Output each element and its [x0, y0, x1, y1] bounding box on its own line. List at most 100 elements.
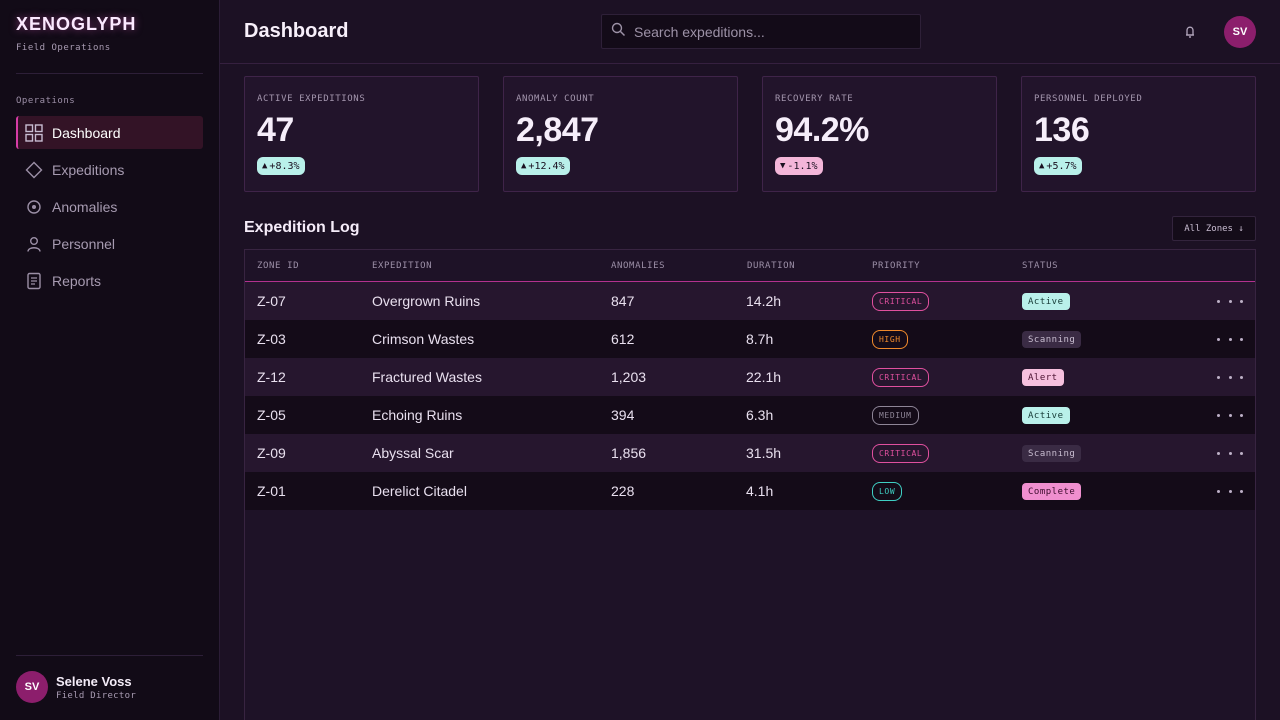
- grid-icon: [24, 123, 44, 143]
- anomalies-cell: 394: [611, 407, 635, 423]
- more-options-icon[interactable]: [1215, 366, 1245, 388]
- zone-id-cell: Z-12: [257, 369, 286, 385]
- document-icon: [24, 271, 44, 291]
- duration-cell: 4.1h: [746, 483, 774, 499]
- zone-id-cell: Z-01: [257, 483, 286, 499]
- sidebar-item-label: Reports: [52, 272, 102, 289]
- priority-badge: LOW: [872, 482, 903, 501]
- user-role: Field Director: [56, 690, 137, 701]
- sidebar-item-anomalies[interactable]: Anomalies: [16, 190, 203, 223]
- kpi-delta: +12.4%: [528, 160, 565, 172]
- status-badge: Active: [1022, 293, 1070, 310]
- status-badge: Scanning: [1022, 331, 1082, 348]
- priority-badge: HIGH: [872, 330, 908, 349]
- person-icon: [24, 234, 44, 254]
- table-row[interactable]: Z-07 Overgrown Ruins 847 14.2h CRITICAL Activ…: [245, 282, 1255, 320]
- brand-subtitle: Field Operations: [16, 43, 111, 53]
- sidebar-item-label: Expeditions: [52, 161, 125, 178]
- kpi-value: 2,847: [516, 111, 599, 149]
- kpi-value: 47: [257, 111, 294, 149]
- diamond-icon: [24, 160, 44, 180]
- column-header-expedition[interactable]: EXPEDITION: [372, 261, 433, 271]
- arrow-down-icon: ▼: [780, 161, 786, 171]
- table-row[interactable]: Z-12 Fractured Wastes 1,203 22.1h CRITICAL Al…: [245, 358, 1255, 396]
- duration-cell: 6.3h: [746, 407, 774, 423]
- kpi-label: PERSONNEL DEPLOYED: [1034, 94, 1143, 104]
- expedition-name-cell: Abyssal Scar: [372, 445, 454, 461]
- table-row[interactable]: Z-05 Echoing Ruins 394 6.3h MEDIUM Active: [245, 396, 1255, 434]
- table-row[interactable]: Z-03 Crimson Wastes 612 8.7h HIGH Scanning: [245, 320, 1255, 358]
- kpi-delta-badge: ▼ -1.1%: [775, 157, 823, 175]
- kpi-value: 94.2%: [775, 111, 869, 149]
- kpi-card-recovery-rate: RECOVERY RATE 94.2% ▼ -1.1%: [762, 76, 997, 192]
- search-icon: [611, 22, 626, 42]
- column-header-priority[interactable]: PRIORITY: [872, 261, 921, 271]
- status-badge: Alert: [1022, 369, 1064, 386]
- duration-cell: 14.2h: [746, 293, 782, 309]
- duration-cell: 8.7h: [746, 331, 774, 347]
- sidebar-item-dashboard[interactable]: Dashboard: [16, 116, 203, 149]
- status-badge: Scanning: [1022, 445, 1082, 462]
- priority-badge: MEDIUM: [872, 406, 919, 425]
- zone-filter-dropdown[interactable]: All Zones ↓: [1172, 216, 1256, 241]
- sidebar-item-personnel[interactable]: Personnel: [16, 227, 203, 260]
- kpi-card-personnel-deployed: PERSONNEL DEPLOYED 136 ▲ +5.7%: [1021, 76, 1256, 192]
- kpi-label: ACTIVE EXPEDITIONS: [257, 94, 366, 104]
- anomalies-cell: 1,856: [611, 445, 647, 461]
- arrow-up-icon: ▲: [262, 161, 268, 171]
- column-header-zone-id[interactable]: ZONE ID: [257, 261, 300, 271]
- expedition-name-cell: Echoing Ruins: [372, 407, 463, 423]
- bell-icon[interactable]: [1182, 24, 1198, 40]
- more-options-icon[interactable]: [1215, 442, 1245, 464]
- column-header-anomalies[interactable]: ANOMALIES: [611, 261, 666, 271]
- brand: XENOGLYPH Field Operations: [16, 14, 136, 53]
- kpi-delta: -1.1%: [787, 160, 818, 172]
- duration-cell: 22.1h: [746, 369, 782, 385]
- more-options-icon[interactable]: [1215, 480, 1245, 502]
- table-row[interactable]: Z-01 Derelict Citadel 228 4.1h LOW Complete: [245, 472, 1255, 510]
- priority-badge: CRITICAL: [872, 368, 930, 387]
- kpi-delta-badge: ▲ +5.7%: [1034, 157, 1082, 175]
- kpi-delta-badge: ▲ +8.3%: [257, 157, 305, 175]
- priority-badge: CRITICAL: [872, 444, 930, 463]
- expedition-name-cell: Derelict Citadel: [372, 483, 467, 499]
- status-badge: Complete: [1022, 483, 1082, 500]
- sidebar-item-reports[interactable]: Reports: [16, 264, 203, 297]
- kpi-delta: +5.7%: [1046, 160, 1077, 172]
- target-icon: [24, 197, 44, 217]
- kpi-delta: +8.3%: [269, 160, 300, 172]
- search-box[interactable]: [601, 14, 921, 49]
- zone-id-cell: Z-03: [257, 331, 286, 347]
- duration-cell: 31.5h: [746, 445, 782, 461]
- more-options-icon[interactable]: [1215, 290, 1245, 312]
- sidebar-item-label: Anomalies: [52, 198, 118, 215]
- kpi-cards: ACTIVE EXPEDITIONS 47 ▲ +8.3% ANOMALY COU…: [244, 76, 1256, 192]
- sidebar-divider: [16, 73, 203, 74]
- page-title: Dashboard: [244, 20, 349, 42]
- more-options-icon[interactable]: [1215, 404, 1245, 426]
- column-header-duration[interactable]: DURATION: [747, 261, 796, 271]
- user-name: Selene Voss: [56, 673, 132, 689]
- avatar[interactable]: SV: [1224, 16, 1256, 48]
- arrow-up-icon: ▲: [521, 161, 527, 171]
- zone-id-cell: Z-09: [257, 445, 286, 461]
- kpi-label: RECOVERY RATE: [775, 94, 854, 104]
- brand-logo: XENOGLYPH: [16, 14, 137, 34]
- zone-id-cell: Z-05: [257, 407, 286, 423]
- priority-badge: CRITICAL: [872, 292, 930, 311]
- more-options-icon[interactable]: [1215, 328, 1245, 350]
- sidebar-divider: [16, 655, 203, 656]
- table-header: ZONE ID EXPEDITION ANOMALIES DURATION PR…: [245, 250, 1255, 282]
- anomalies-cell: 847: [611, 293, 635, 309]
- sidebar-item-expeditions[interactable]: Expeditions: [16, 153, 203, 186]
- expedition-name-cell: Overgrown Ruins: [372, 293, 481, 309]
- kpi-label: ANOMALY COUNT: [516, 94, 595, 104]
- user-profile[interactable]: SV Selene Voss Field Director: [16, 671, 136, 703]
- search-input[interactable]: [634, 23, 914, 40]
- kpi-card-active-expeditions: ACTIVE EXPEDITIONS 47 ▲ +8.3%: [244, 76, 479, 192]
- zone-id-cell: Z-07: [257, 293, 286, 309]
- table-row[interactable]: Z-09 Abyssal Scar 1,856 31.5h CRITICAL Scanni…: [245, 434, 1255, 472]
- kpi-value: 136: [1034, 111, 1090, 149]
- sidebar-nav: Dashboard Expeditions Anomalies Personne…: [16, 116, 203, 301]
- column-header-status[interactable]: STATUS: [1022, 261, 1059, 271]
